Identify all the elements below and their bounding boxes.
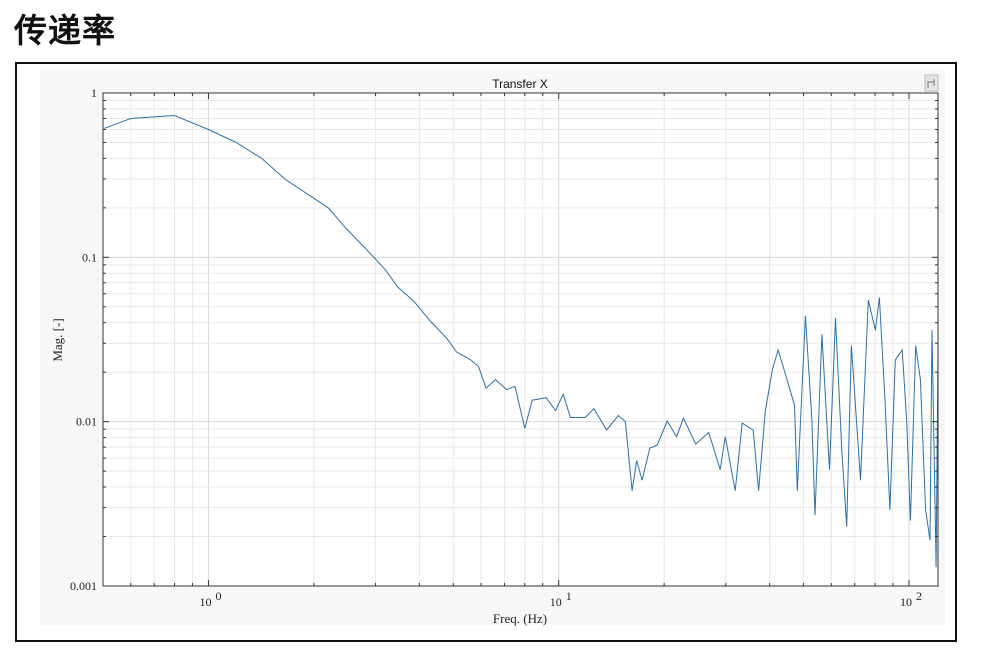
x-tick-label: 10 <box>550 595 562 609</box>
y-axis-label: Mag. [-] <box>50 318 65 361</box>
restore-view-icon[interactable] <box>924 74 939 92</box>
x-tick-exponent: 1 <box>566 589 572 603</box>
x-tick-exponent: 2 <box>916 589 922 603</box>
plot-area <box>103 93 938 586</box>
axes-box <box>102 92 939 587</box>
x-tick-exponent: 0 <box>215 589 221 603</box>
page-heading: 传递率 <box>14 11 116 50</box>
y-tick-label: 0.01 <box>76 415 97 429</box>
x-tick-label: 10 <box>199 595 211 609</box>
y-tick-label: 0.1 <box>82 250 97 264</box>
y-tick-label: 0.001 <box>70 579 97 593</box>
series-line <box>104 114 939 568</box>
chart-title: Transfer X <box>492 77 548 91</box>
y-tick-label: 1 <box>91 86 97 100</box>
x-axis-label: Freq. (Hz) <box>493 611 547 626</box>
x-tick-label: 10 <box>900 595 912 609</box>
